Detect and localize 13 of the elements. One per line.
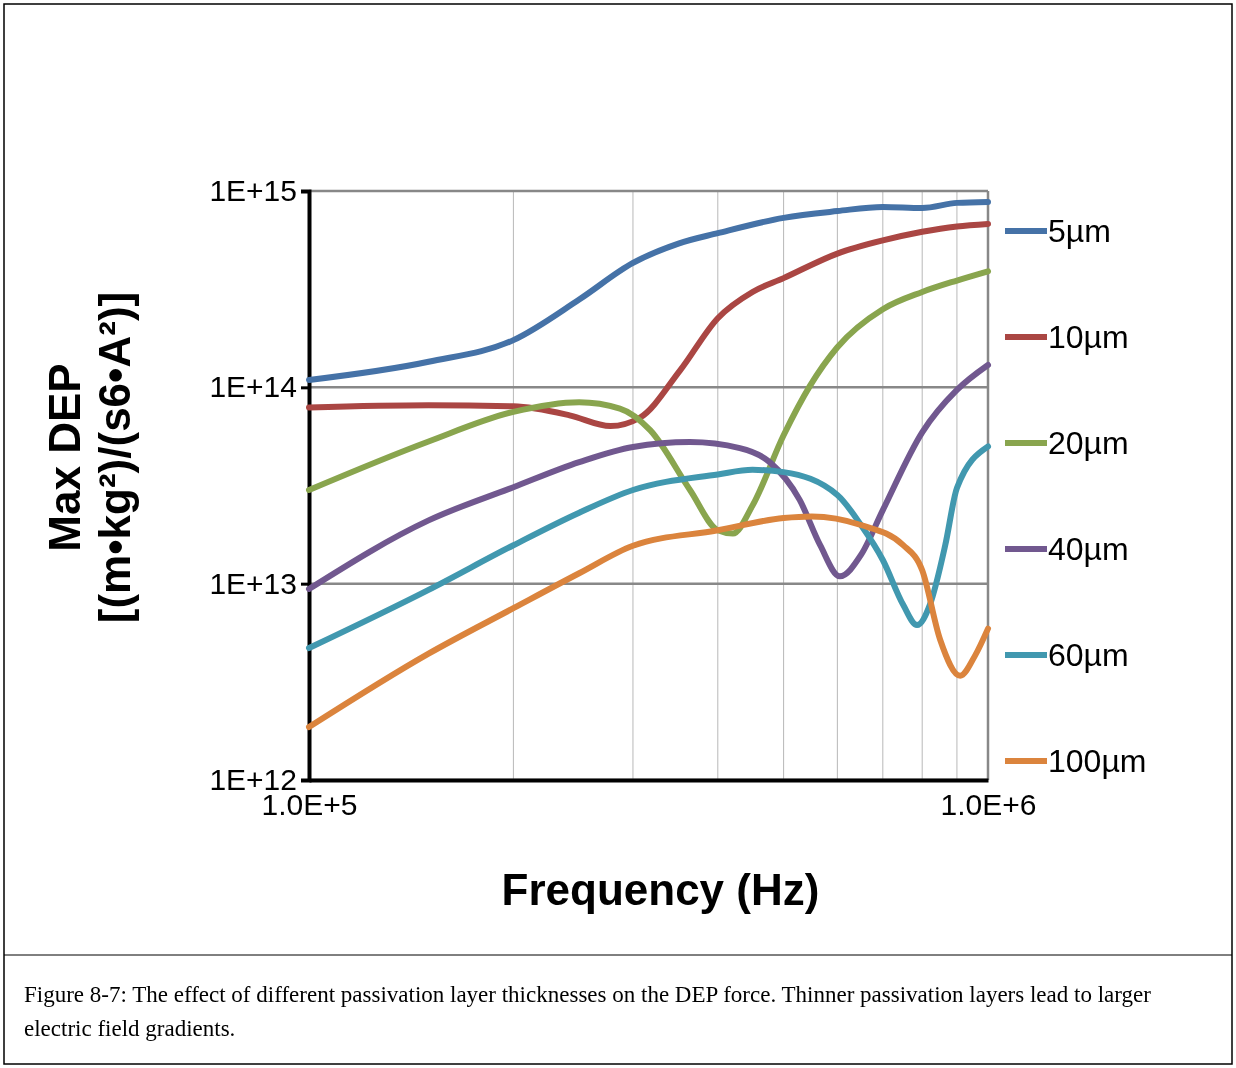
y-tick-label: 1E+14: [209, 370, 297, 404]
legend-label: 10µm: [1048, 319, 1129, 355]
legend-label: 20µm: [1048, 425, 1129, 461]
y-tick-label: 1E+15: [209, 174, 297, 208]
x-axis-title: Frequency (Hz): [501, 865, 820, 914]
legend-label: 100µm: [1048, 743, 1147, 779]
caption: Figure 8-7: The effect of different passivation layer thicknesses on the DEP force. Thinner passivation layers lead to larger electric field gradients.: [24, 981, 1152, 1043]
legend-label: 5µm: [1048, 213, 1111, 249]
legend-label: 60µm: [1048, 637, 1129, 673]
y-axis-title: Max DEP [(m•kg²)/(s6•A²)]: [40, 291, 139, 624]
legend-label: 40µm: [1048, 531, 1129, 567]
y-tick-label: 1E+13: [209, 566, 297, 600]
x-tick-label: 1.0E+6: [940, 788, 1037, 822]
